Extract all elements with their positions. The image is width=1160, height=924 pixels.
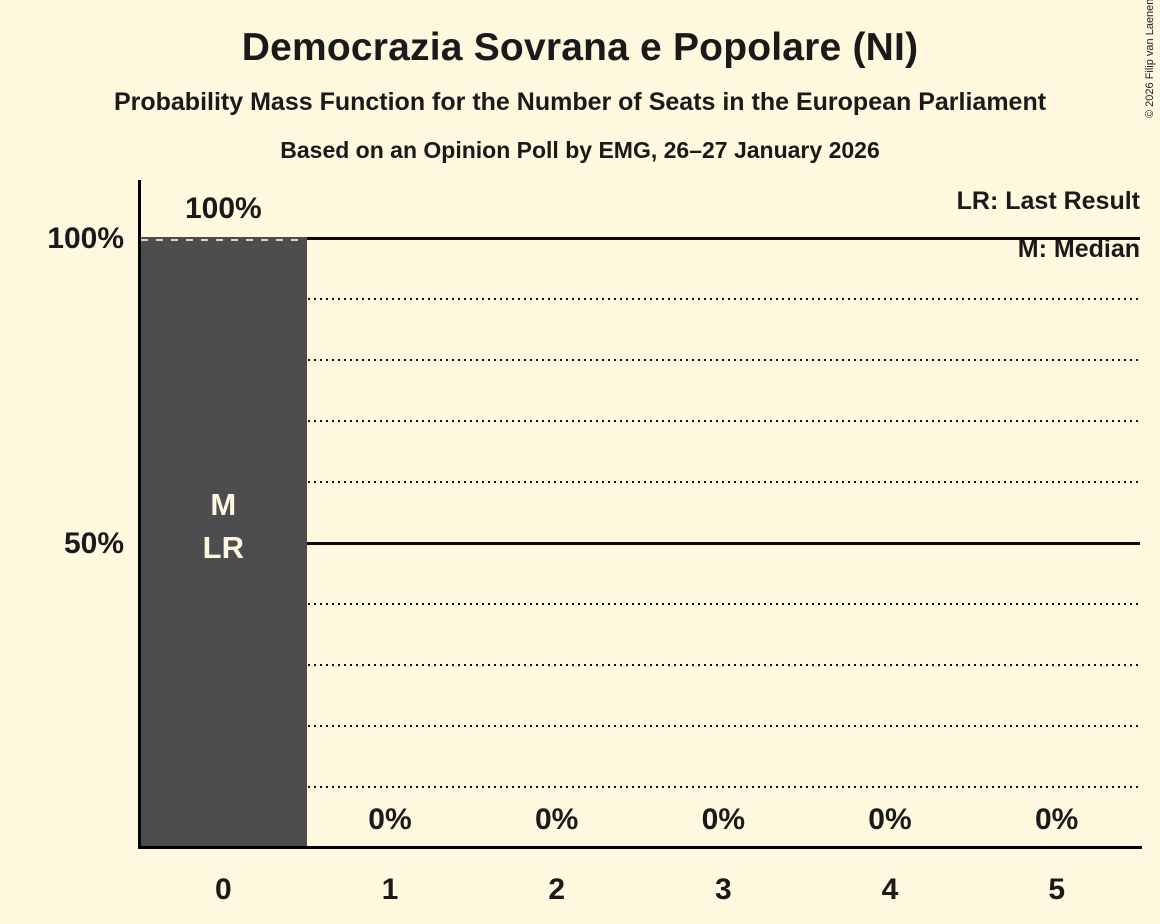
x-tick-label-1: 1	[381, 873, 399, 906]
gridline-dotted-40	[140, 603, 1140, 605]
bar-value-label-2: 0%	[534, 803, 579, 836]
x-tick-label-3: 3	[714, 873, 732, 906]
last-result-line	[141, 239, 305, 241]
median-last-result-marker: M LR	[202, 487, 244, 565]
x-axis-line	[138, 846, 1142, 849]
x-tick-label-5: 5	[1048, 873, 1065, 906]
bar-value-label-3: 0%	[701, 803, 745, 836]
bar-value-label-4: 0%	[868, 803, 912, 836]
copyright-notice: © 2026 Filip van Laenen	[1144, 0, 1156, 118]
bar-value-label-5: 0%	[1034, 803, 1079, 836]
gridline-dotted-20	[140, 725, 1140, 727]
gridline-dotted-60	[140, 481, 1140, 483]
bar-value-label-0: 100%	[184, 192, 262, 225]
chart-subtitle: Probability Mass Function for the Number…	[113, 88, 1047, 116]
poll-source-line: Based on an Opinion Poll by EMG, 26–27 J…	[280, 137, 880, 163]
x-tick-label-2: 2	[548, 873, 565, 906]
legend-last-result: LR: Last Result	[956, 187, 1140, 215]
gridline-solid-50	[140, 542, 1140, 545]
gridline-dotted-30	[140, 664, 1140, 666]
gridline-dotted-10	[140, 786, 1140, 788]
chart-title: Democrazia Sovrana e Popolare (NI)	[241, 26, 919, 69]
y-tick-label-100: 100%	[47, 222, 124, 255]
gridline-solid-100	[140, 237, 1140, 240]
gridline-dotted-70	[140, 420, 1140, 422]
y-tick-label-50: 50%	[63, 527, 124, 560]
x-tick-label-4: 4	[881, 873, 899, 906]
y-axis-line	[138, 180, 141, 849]
bar-value-label-1: 0%	[368, 803, 412, 836]
gridline-dotted-90	[140, 298, 1140, 300]
x-tick-label-0: 0	[214, 873, 232, 906]
bar-seat-0	[140, 237, 307, 848]
gridline-dotted-80	[140, 359, 1140, 361]
